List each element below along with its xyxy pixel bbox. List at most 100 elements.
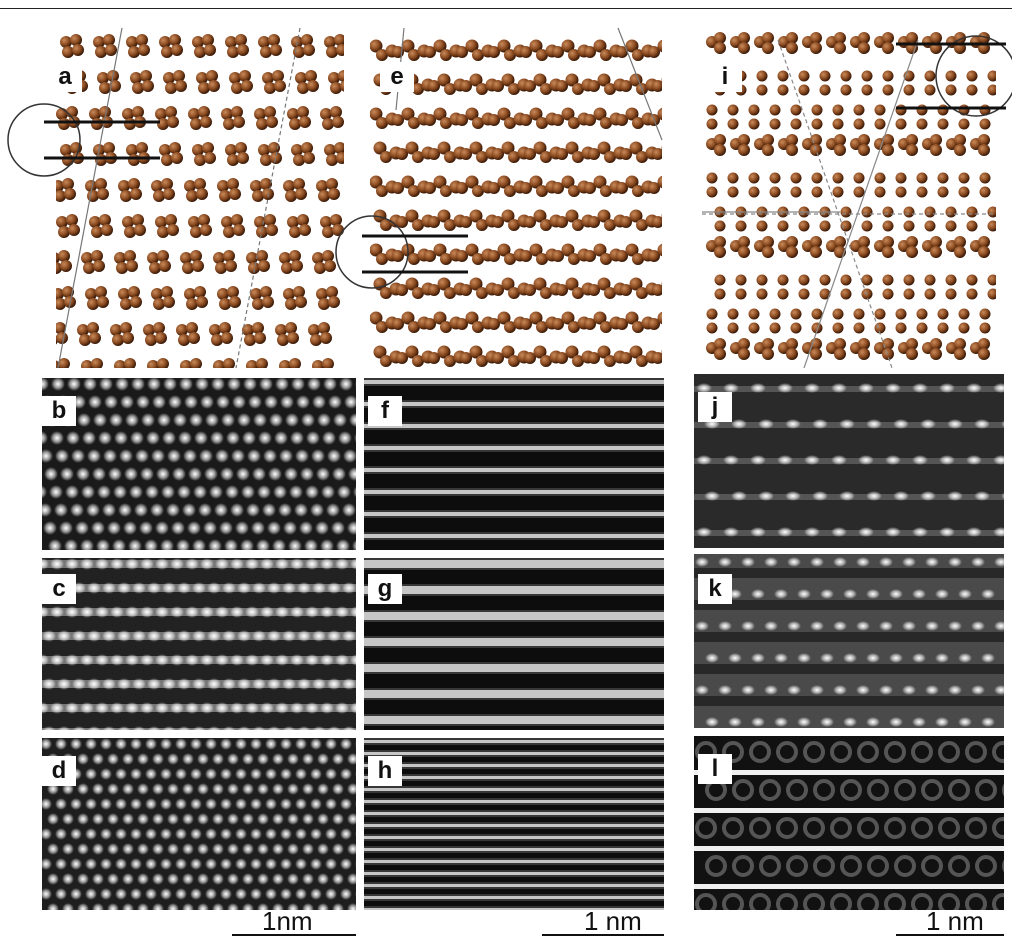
- atom: [978, 236, 990, 248]
- atom: [256, 226, 268, 238]
- intensity-spot: [810, 557, 824, 567]
- intensity-spot: [785, 419, 801, 429]
- intensity-spot: [132, 726, 146, 730]
- atom: [95, 46, 107, 58]
- intensity-stripe-halo: [364, 510, 664, 518]
- intensity-spot: [272, 753, 284, 765]
- intensity-spot: [295, 858, 307, 870]
- atom: [508, 355, 520, 367]
- intensity-spot: [200, 558, 214, 570]
- atom: [762, 42, 774, 54]
- atom: [338, 70, 344, 82]
- intensity-spot: [235, 738, 247, 750]
- atom: [58, 250, 70, 262]
- intensity-spot: [197, 843, 209, 855]
- intensity-spot: [230, 606, 244, 618]
- atom: [262, 188, 274, 200]
- intensity-spot: [167, 873, 179, 885]
- intensity-spot: [185, 654, 199, 666]
- atom: [217, 288, 229, 300]
- atom: [161, 178, 173, 190]
- atom: [264, 82, 276, 94]
- intensity-ring: [722, 893, 744, 910]
- atom: [861, 288, 873, 300]
- atom: [114, 252, 126, 264]
- atom: [244, 334, 256, 346]
- atom: [648, 182, 660, 194]
- atom: [392, 182, 404, 194]
- intensity-spot: [275, 606, 289, 618]
- atom: [476, 219, 488, 231]
- intensity-spot: [981, 589, 995, 599]
- atom: [130, 188, 142, 200]
- atom: [396, 216, 408, 228]
- intensity-spot: [192, 539, 206, 550]
- atom: [299, 224, 311, 236]
- intensity-spot: [332, 753, 344, 765]
- intensity-spot: [339, 378, 353, 391]
- intensity-spot: [280, 738, 292, 750]
- intensity-spot: [728, 717, 742, 727]
- intensity-spot: [192, 678, 206, 690]
- atom: [258, 260, 270, 272]
- intensity-spot: [787, 557, 801, 567]
- atom: [834, 348, 846, 360]
- atom: [584, 318, 596, 330]
- atom: [295, 72, 307, 84]
- atom: [229, 72, 241, 84]
- intensity-stripe: [694, 632, 1004, 642]
- atom: [657, 175, 662, 189]
- intensity-spot: [205, 738, 217, 750]
- intensity-spot: [175, 768, 187, 780]
- intensity-spot: [160, 858, 172, 870]
- sim-image-b: [42, 378, 356, 550]
- intensity-spot: [129, 485, 143, 499]
- intensity-spot: [272, 539, 286, 550]
- intensity-stripe-halo: [364, 858, 664, 865]
- atom: [188, 332, 200, 344]
- atom: [600, 185, 612, 197]
- atom: [987, 274, 996, 286]
- intensity-spot: [132, 582, 146, 594]
- intensity-spot: [175, 828, 187, 840]
- atom: [636, 219, 648, 231]
- atom: [180, 252, 192, 264]
- intensity-spot: [137, 873, 149, 885]
- intensity-stripe: [364, 512, 664, 516]
- atom: [221, 216, 233, 228]
- atom: [597, 73, 611, 87]
- atom: [287, 216, 299, 228]
- atom: [370, 243, 383, 257]
- intensity-spot: [267, 678, 281, 690]
- atom: [68, 224, 80, 236]
- intensity-spot: [107, 903, 119, 910]
- intensity-stripe: [364, 490, 664, 494]
- atom: [440, 253, 452, 265]
- atom: [504, 253, 516, 265]
- atom: [924, 274, 936, 286]
- atom: [289, 226, 301, 238]
- intensity-ring: [948, 779, 970, 801]
- intensity-spot: [145, 888, 157, 900]
- intensity-spot: [252, 726, 266, 730]
- intensity-spot: [332, 843, 344, 855]
- atom: [235, 34, 247, 46]
- intensity-spot: [140, 606, 154, 618]
- intensity-spot: [307, 378, 321, 391]
- atom: [616, 46, 628, 58]
- intensity-spot: [107, 753, 119, 765]
- intensity-spot: [971, 685, 985, 695]
- intensity-spot: [65, 606, 79, 618]
- atom: [318, 298, 330, 310]
- atom: [819, 274, 831, 286]
- atom: [930, 338, 942, 350]
- atom: [657, 107, 662, 121]
- atom: [738, 42, 750, 54]
- intensity-spot: [147, 678, 161, 690]
- intensity-spot: [155, 521, 169, 535]
- intensity-spot: [764, 557, 778, 567]
- atom: [906, 246, 918, 258]
- intensity-spot: [155, 654, 169, 666]
- intensity-spot: [290, 558, 304, 570]
- atom: [903, 220, 915, 232]
